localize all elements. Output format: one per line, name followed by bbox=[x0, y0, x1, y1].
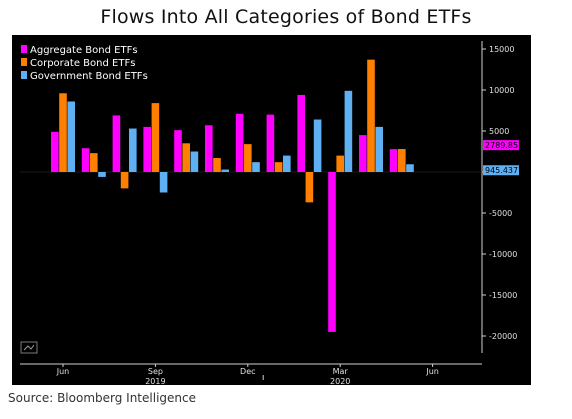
legend-label: Corporate Bond ETFs bbox=[30, 58, 135, 69]
bar bbox=[205, 125, 213, 172]
bar bbox=[143, 126, 151, 172]
bond-etf-flows-chart: 150001000050000-5000-10000-15000-20000Ju… bbox=[20, 41, 528, 385]
legend-swatch bbox=[21, 45, 27, 53]
bar bbox=[398, 149, 406, 172]
bar bbox=[51, 131, 59, 172]
bar bbox=[81, 148, 90, 172]
bar bbox=[305, 172, 314, 203]
bar bbox=[313, 119, 322, 172]
bar bbox=[129, 128, 137, 172]
y-tick-label: 15000 bbox=[489, 45, 514, 54]
chart-menu-icon bbox=[20, 341, 38, 354]
x-tick-label: Jun bbox=[425, 367, 439, 376]
y-tick-label: -5000 bbox=[489, 209, 512, 218]
bar bbox=[235, 113, 244, 172]
legend-swatch bbox=[21, 71, 27, 79]
y-tick-label: 10000 bbox=[489, 86, 514, 95]
legend-label: Government Bond ETFs bbox=[30, 71, 148, 82]
bar bbox=[266, 114, 275, 172]
bar bbox=[344, 90, 353, 172]
x-tick-label: Jun bbox=[56, 367, 70, 376]
bar bbox=[213, 158, 221, 172]
bar bbox=[274, 162, 283, 172]
y-tick-label: -15000 bbox=[489, 291, 517, 300]
bar bbox=[244, 144, 252, 172]
bar bbox=[375, 126, 383, 172]
y-tick-label: -20000 bbox=[489, 332, 517, 341]
y-tick-label: -10000 bbox=[489, 250, 517, 259]
x-tick-label: Sep bbox=[148, 367, 163, 376]
bar bbox=[389, 149, 398, 172]
legend-label: Aggregate Bond ETFs bbox=[30, 45, 138, 56]
bar bbox=[112, 115, 121, 172]
bar bbox=[174, 130, 182, 172]
x-tick-label: Mar bbox=[333, 367, 349, 376]
bar bbox=[252, 162, 260, 172]
bar bbox=[182, 143, 190, 172]
bar bbox=[221, 169, 229, 172]
bar bbox=[159, 172, 168, 193]
bar bbox=[59, 93, 67, 172]
last-value-tag bbox=[483, 165, 519, 176]
bar bbox=[297, 94, 305, 172]
bar bbox=[283, 155, 291, 172]
source-note: Source: Bloomberg Intelligence bbox=[8, 391, 196, 405]
bar bbox=[67, 101, 75, 172]
x-tick-label: Dec bbox=[240, 367, 255, 376]
menu-icon-line bbox=[23, 344, 35, 351]
bar bbox=[151, 103, 160, 172]
year-label: 2019 bbox=[145, 377, 165, 385]
bar bbox=[120, 172, 129, 189]
bar bbox=[90, 153, 98, 172]
legend-swatch bbox=[21, 58, 27, 66]
menu-icon-frame bbox=[20, 341, 38, 354]
year-label: 2020 bbox=[330, 377, 350, 385]
bar bbox=[328, 172, 336, 332]
bar bbox=[190, 151, 199, 172]
bar bbox=[98, 172, 106, 177]
bar bbox=[359, 135, 367, 172]
chart-title: Flows Into All Categories of Bond ETFs bbox=[100, 6, 472, 28]
bar bbox=[336, 155, 344, 172]
last-value-tag bbox=[483, 140, 519, 151]
chart-panel: 150001000050000-5000-10000-15000-20000Ju… bbox=[12, 35, 531, 385]
last-value-label: 945.4377 bbox=[485, 166, 523, 175]
last-value-label: 2789.8535 bbox=[485, 141, 528, 150]
bar bbox=[367, 59, 375, 172]
bar bbox=[406, 164, 414, 172]
y-tick-label: 5000 bbox=[489, 127, 509, 136]
